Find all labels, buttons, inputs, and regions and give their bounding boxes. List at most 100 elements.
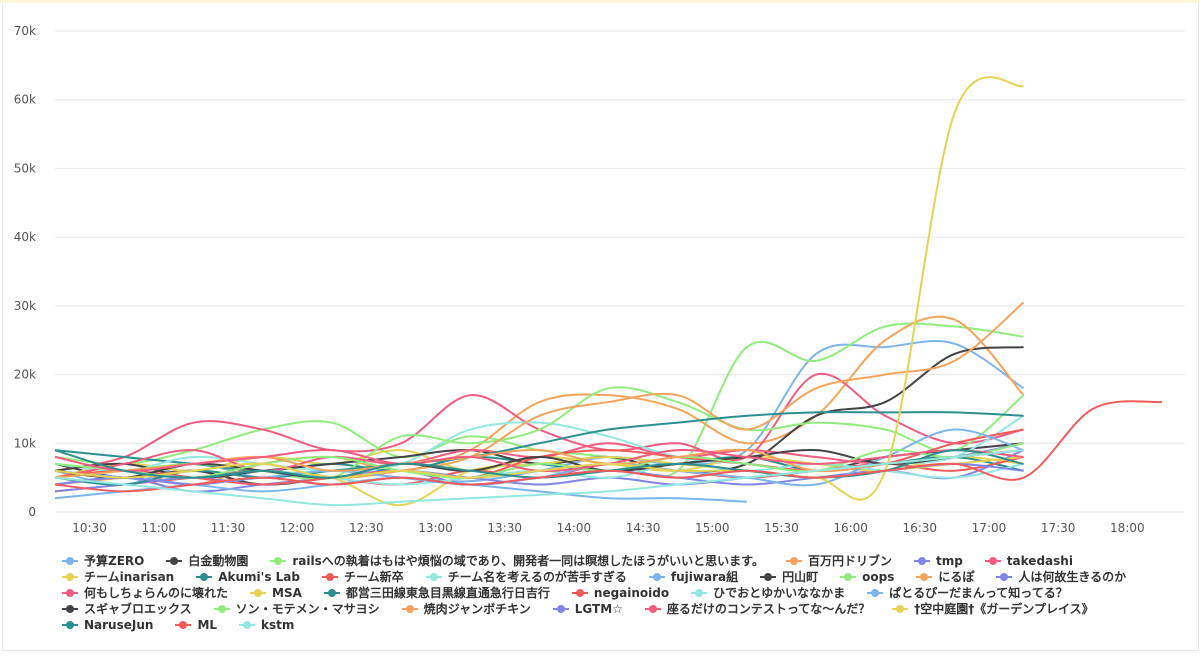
legend-symbol-icon — [984, 556, 1001, 566]
x-tick-label: 17:30 — [1041, 521, 1076, 535]
legend-item[interactable]: railsへの執着はもはや煩悩の域であり、開発者一同は瞑想したほうがいいと思いま… — [270, 553, 764, 568]
legend-item[interactable]: kstm — [239, 617, 294, 632]
legend-item[interactable]: MSA — [250, 585, 302, 600]
legend-label: LGTM☆ — [574, 601, 623, 616]
legend-item[interactable]: †空中庭園†《ガーデンプレイス》 — [892, 601, 1094, 616]
legend-symbol-icon — [175, 620, 192, 630]
legend-item[interactable]: 都営三田線東急目黒線直通急行日吉行 — [323, 585, 550, 600]
series-line — [54, 315, 1025, 486]
x-tick-label: 17:00 — [972, 521, 1007, 535]
legend-item[interactable]: ML — [175, 617, 217, 632]
legend-label: ぱとるぴーだまんって知ってる？ — [889, 586, 1068, 600]
line-chart: 0 10k 20k 30k 40k 50k 60k 70k 10:30 11:00 11:30 12:… — [14, 24, 1185, 535]
legend-label: 円山町 — [782, 570, 819, 584]
legend-item[interactable]: チーム新卒 — [321, 569, 404, 584]
x-tick-label: 11:30 — [211, 521, 246, 535]
legend-item[interactable]: にるぽ — [916, 569, 974, 584]
x-tick-label: 15:00 — [695, 521, 730, 535]
legend-item[interactable]: negainoido — [571, 585, 669, 600]
legend-symbol-icon — [425, 572, 442, 582]
legend-item[interactable]: oops — [840, 569, 894, 584]
legend-label: 白金動物園 — [188, 554, 249, 568]
x-tick-label: 16:30 — [902, 521, 937, 535]
legend-symbol-icon — [239, 620, 256, 630]
legend-symbol-icon — [62, 572, 78, 582]
legend-label: Akumi's Lab — [218, 569, 300, 584]
x-tick-label: 18:00 — [1110, 521, 1145, 535]
series-line — [54, 449, 1024, 479]
legend-label: 座るだけのコンテストってな〜んだ？ — [666, 602, 871, 616]
series-line — [54, 462, 1024, 486]
legend-item[interactable]: 人は何故生きるのか — [996, 569, 1126, 584]
legend-label: 都営三田線東急目黒線直通急行日吉行 — [345, 586, 550, 600]
series-line — [54, 76, 1024, 501]
legend-item[interactable]: tmp — [913, 553, 963, 568]
legend-label: tmp — [935, 553, 963, 568]
y-tick-label: 70k — [14, 24, 36, 38]
series-line — [54, 400, 1163, 493]
legend-symbol-icon — [996, 572, 1013, 582]
x-tick-label: 14:00 — [557, 521, 592, 535]
legend-symbol-icon — [648, 572, 665, 582]
legend-label: 人は何故生きるのか — [1018, 570, 1127, 584]
legend-item[interactable]: スギャブロエックス — [62, 601, 192, 616]
legend-symbol-icon — [166, 556, 183, 566]
x-tick-label: 12:30 — [349, 521, 384, 535]
legend-symbol-icon — [270, 556, 287, 566]
legend-symbol-icon — [571, 588, 588, 598]
y-tick-label: 30k — [14, 299, 36, 313]
y-tick-label: 10k — [14, 436, 36, 450]
legend-item[interactable]: NaruseJun — [62, 617, 153, 632]
legend-label: MSA — [272, 585, 302, 600]
legend-label: fujiwara組 — [670, 570, 739, 584]
legend-item[interactable]: 焼肉ジャンボチキン — [401, 601, 531, 616]
legend-item[interactable]: チームinarisan — [62, 569, 174, 584]
legend-label: 予算ZERO — [84, 554, 145, 568]
legend-symbol-icon — [196, 572, 213, 582]
legend-label: ソン・モテメン・マサヨシ — [235, 602, 380, 616]
legend-item[interactable]: ぱとるぴーだまんって知ってる？ — [867, 585, 1068, 600]
legend-item[interactable]: takedashi — [984, 553, 1073, 568]
chart-frame — [2, 3, 1199, 651]
legend-symbol-icon — [785, 556, 802, 566]
legend-symbol-icon — [62, 604, 78, 614]
legend-label: 何もしちょらんのに壊れた — [84, 586, 229, 600]
x-tick-label: 14:30 — [626, 521, 661, 535]
y-tick-label: 50k — [14, 161, 36, 175]
legend-label: ML — [197, 617, 218, 632]
legend-symbol-icon — [250, 588, 267, 598]
legend-item[interactable]: Akumi's Lab — [196, 569, 300, 584]
series-line — [54, 449, 1024, 507]
legend-symbol-icon — [867, 588, 884, 598]
legend-label: チーム名を考えるのが苦手すぎる — [447, 570, 627, 584]
legend-item[interactable]: 円山町 — [760, 569, 818, 584]
legend-item[interactable]: LGTM☆ — [552, 601, 623, 616]
legend-item[interactable]: チーム名を考えるのが苦手すぎる — [425, 569, 627, 584]
x-tick-label: 13:00 — [418, 521, 453, 535]
legend-symbol-icon — [62, 620, 78, 630]
top-border — [0, 0, 1200, 3]
x-tick-label: 11:00 — [141, 521, 176, 535]
legend-item[interactable]: fujiwara組 — [648, 569, 739, 584]
legend-symbol-icon — [62, 588, 78, 598]
series-line — [54, 462, 1024, 486]
legend-label: チーム新卒 — [343, 570, 404, 584]
legend-symbol-icon — [840, 572, 857, 582]
legend-label: チームinarisan — [84, 570, 175, 584]
legend-symbol-icon — [401, 604, 418, 614]
legend-item[interactable]: 座るだけのコンテストってな〜んだ？ — [644, 601, 871, 616]
legend-symbol-icon — [916, 572, 933, 582]
legend-label: NaruseJun — [84, 617, 154, 632]
legend-symbol-icon — [913, 556, 930, 566]
legend-item[interactable]: ソン・モテメン・マサヨシ — [213, 601, 380, 616]
legend-item[interactable]: ひでおとゆかいななかま — [691, 585, 845, 600]
legend-item[interactable]: 百万円ドリブン — [785, 553, 892, 568]
legend-label: 百万円ドリブン — [807, 554, 892, 568]
legend-label: takedashi — [1006, 553, 1073, 568]
legend-item[interactable]: 予算ZERO — [62, 553, 144, 568]
legend-item[interactable]: 白金動物園 — [166, 553, 248, 568]
legend-label: ひでおとゆかいななかま — [713, 586, 846, 600]
legend-label: oops — [862, 569, 895, 584]
legend-item[interactable]: 何もしちょらんのに壊れた — [62, 585, 228, 600]
series-line — [54, 442, 1024, 479]
